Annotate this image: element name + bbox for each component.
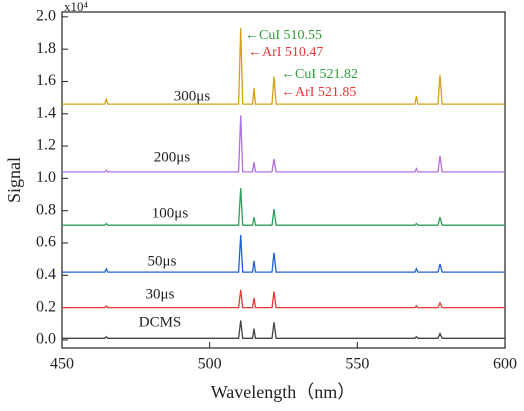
x-tick-label: 600 (493, 356, 517, 373)
spectrum-line (62, 289, 505, 309)
y-tick-label: 1.6 (36, 72, 56, 89)
spectrum-line (62, 28, 505, 105)
series-label: 100μs (152, 205, 189, 221)
y-tick-label: 1.0 (36, 169, 56, 186)
spectrum-line (62, 115, 505, 173)
series-label: 30μs (146, 286, 175, 302)
y-tick-label: 1.2 (36, 137, 56, 154)
annotation: ←ArI 521.85 (281, 85, 356, 100)
y-multiplier: x10⁴ (64, 0, 89, 14)
x-tick-label: 550 (345, 356, 369, 373)
y-axis-label: Signal (4, 157, 24, 203)
series-label: DCMS (139, 314, 182, 330)
x-tick-label: 450 (50, 356, 74, 373)
spectrum-line (62, 188, 505, 226)
y-tick-label: 0.8 (36, 201, 56, 218)
x-tick-label: 500 (198, 356, 222, 373)
spectrum-line (62, 320, 505, 339)
annotation: ←ArI 510.47 (248, 45, 323, 60)
annotation: ←CuI 510.55 (245, 28, 322, 43)
y-tick-label: 0.6 (36, 234, 56, 251)
y-tick-label: 0.4 (36, 266, 56, 283)
series-label: 300μs (174, 88, 211, 104)
spectrum-line (62, 234, 505, 273)
y-tick-label: 1.4 (36, 104, 56, 121)
series-label: 200μs (154, 149, 191, 165)
annotation: ←CuI 521.82 (281, 67, 358, 82)
y-tick-label: 0.2 (36, 298, 56, 315)
series-label: 50μs (148, 253, 177, 269)
y-tick-label: 2.0 (36, 8, 56, 25)
x-axis-label: Wavelength（nm） (211, 382, 356, 402)
plot-frame (61, 11, 506, 349)
y-tick-label: 0.0 (36, 331, 56, 348)
y-tick-label: 1.8 (36, 40, 56, 57)
